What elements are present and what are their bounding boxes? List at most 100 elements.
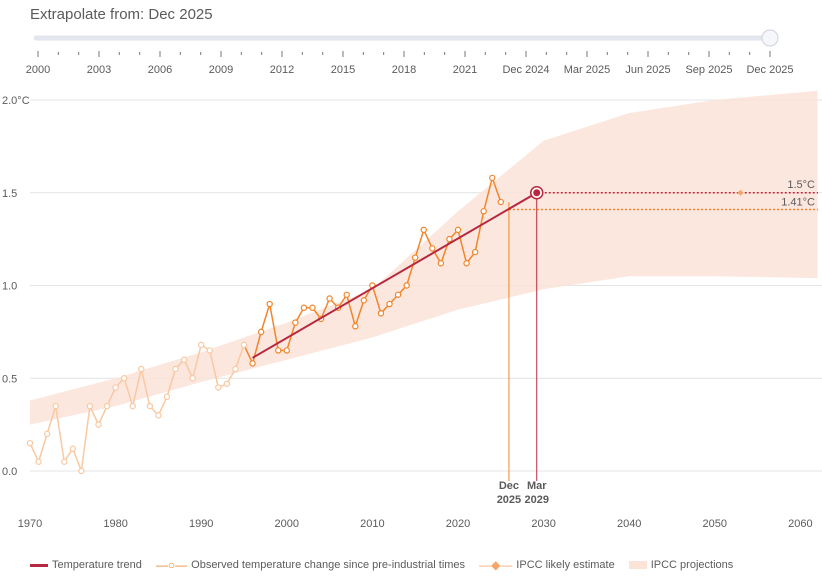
observed-point[interactable] xyxy=(197,341,205,349)
observed-point[interactable] xyxy=(386,300,393,308)
observed-line-segment xyxy=(166,368,177,398)
crossing-marker-dot xyxy=(533,189,541,197)
observed-point[interactable] xyxy=(497,198,504,206)
crossing-year-label: 2029 xyxy=(525,494,549,506)
observed-point[interactable] xyxy=(377,310,385,317)
legend-label: Observed temperature change since pre-in… xyxy=(191,559,466,571)
observed-point[interactable] xyxy=(326,295,333,302)
observed-point[interactable] xyxy=(120,375,128,382)
observed-line-segment xyxy=(320,298,331,320)
observed-point[interactable] xyxy=(172,365,179,373)
observed-point[interactable] xyxy=(257,328,265,336)
observed-point[interactable] xyxy=(232,365,239,373)
observed-point[interactable] xyxy=(189,375,196,382)
estimate-swatch: —◆— xyxy=(479,558,513,572)
x-tick-label: 2020 xyxy=(446,518,470,530)
observed-point[interactable] xyxy=(86,402,94,410)
x-tick-label: 1980 xyxy=(103,518,127,530)
slider-label: Extrapolate from: Dec 2025 xyxy=(30,6,213,23)
observed-point[interactable] xyxy=(309,304,316,311)
observed-line-segment xyxy=(474,211,485,253)
observed-point[interactable] xyxy=(283,347,290,354)
observed-point[interactable] xyxy=(275,347,282,354)
x-tick-label: 2050 xyxy=(703,518,727,530)
observed-point[interactable] xyxy=(206,347,213,354)
observed-point[interactable] xyxy=(35,458,42,465)
x-tick-label: 2000 xyxy=(275,518,299,530)
observed-point[interactable] xyxy=(394,291,402,298)
observed-line-segment xyxy=(37,433,48,462)
observed-point[interactable] xyxy=(52,402,59,410)
observed-line-segment xyxy=(80,405,91,472)
slider-tick-label: 2006 xyxy=(148,64,172,76)
observed-line-segment xyxy=(243,344,254,364)
observed-point[interactable] xyxy=(223,380,231,388)
x-tick-label: 2030 xyxy=(531,518,555,530)
legend-item-ipcc-projections[interactable]: IPCC projections xyxy=(628,559,733,571)
observed-point[interactable] xyxy=(138,365,145,373)
observed-line-segment xyxy=(491,177,502,203)
observed-point[interactable] xyxy=(215,384,222,391)
legend-item-trend[interactable]: Temperature trend xyxy=(30,559,142,571)
slider-thumb[interactable] xyxy=(761,29,779,47)
observed-point[interactable] xyxy=(129,402,136,410)
observed-point[interactable] xyxy=(352,323,359,330)
observed-point[interactable] xyxy=(480,208,487,215)
observed-point[interactable] xyxy=(240,341,248,349)
legend-item-ipcc-estimate[interactable]: —◆— IPCC likely estimate xyxy=(479,558,615,572)
observed-line-segment xyxy=(140,368,151,407)
slider-tick-label: 2018 xyxy=(392,64,416,76)
y-tick-label: 0.5 xyxy=(2,373,17,385)
observed-point[interactable] xyxy=(266,300,273,308)
extrapolate-month-label: Dec xyxy=(499,480,519,492)
slider-tick-label: 2012 xyxy=(270,64,294,76)
observed-point[interactable] xyxy=(292,319,299,326)
observed-line-segment xyxy=(260,303,271,333)
ipcc-likely-estimate-marker[interactable] xyxy=(737,189,744,196)
legend-label: IPCC likely estimate xyxy=(516,559,615,571)
y-tick-label: 2.0°C xyxy=(2,95,30,107)
observed-point[interactable] xyxy=(360,297,368,304)
observed-point[interactable] xyxy=(26,439,34,447)
observed-swatch: —○— xyxy=(155,558,188,572)
observed-point[interactable] xyxy=(429,245,436,252)
observed-point[interactable] xyxy=(471,248,479,256)
observed-line-segment xyxy=(89,405,100,425)
legend-item-observed[interactable]: —○— Observed temperature change since pre… xyxy=(156,558,465,572)
x-tick-label: 2010 xyxy=(360,518,384,530)
observed-line-segment xyxy=(414,229,425,258)
observed-point[interactable] xyxy=(163,393,171,400)
observed-line-segment xyxy=(457,229,468,264)
observed-point[interactable] xyxy=(112,384,119,391)
observed-point[interactable] xyxy=(95,421,102,428)
observed-point[interactable] xyxy=(180,356,188,363)
observed-point[interactable] xyxy=(403,282,410,289)
x-tick-label: 2060 xyxy=(788,518,812,530)
observed-line-segment xyxy=(46,405,57,435)
observed-point[interactable] xyxy=(103,402,111,410)
observed-point[interactable] xyxy=(43,430,51,438)
observed-point[interactable] xyxy=(155,412,162,419)
slider-tick-label: 2021 xyxy=(453,64,477,76)
observed-point[interactable] xyxy=(489,174,496,182)
observed-point[interactable] xyxy=(412,254,419,261)
observed-point[interactable] xyxy=(446,235,453,243)
observed-point[interactable] xyxy=(61,458,68,465)
observed-point[interactable] xyxy=(463,260,470,267)
legend-label: Temperature trend xyxy=(52,559,142,571)
observed-point[interactable] xyxy=(300,304,308,311)
observed-line-segment xyxy=(54,405,65,462)
observed-point[interactable] xyxy=(78,467,85,475)
observed-point[interactable] xyxy=(437,260,445,267)
observed-point[interactable] xyxy=(146,402,154,410)
observed-line-segment xyxy=(234,344,245,370)
observed-line-segment xyxy=(482,177,493,212)
observed-point[interactable] xyxy=(249,360,256,367)
observed-point[interactable] xyxy=(69,445,77,452)
observed-point[interactable] xyxy=(454,226,462,234)
observed-point[interactable] xyxy=(420,226,427,234)
slider-tick-label: Jun 2025 xyxy=(625,64,670,76)
observed-point[interactable] xyxy=(343,291,350,298)
observed-line-segment xyxy=(131,368,143,407)
